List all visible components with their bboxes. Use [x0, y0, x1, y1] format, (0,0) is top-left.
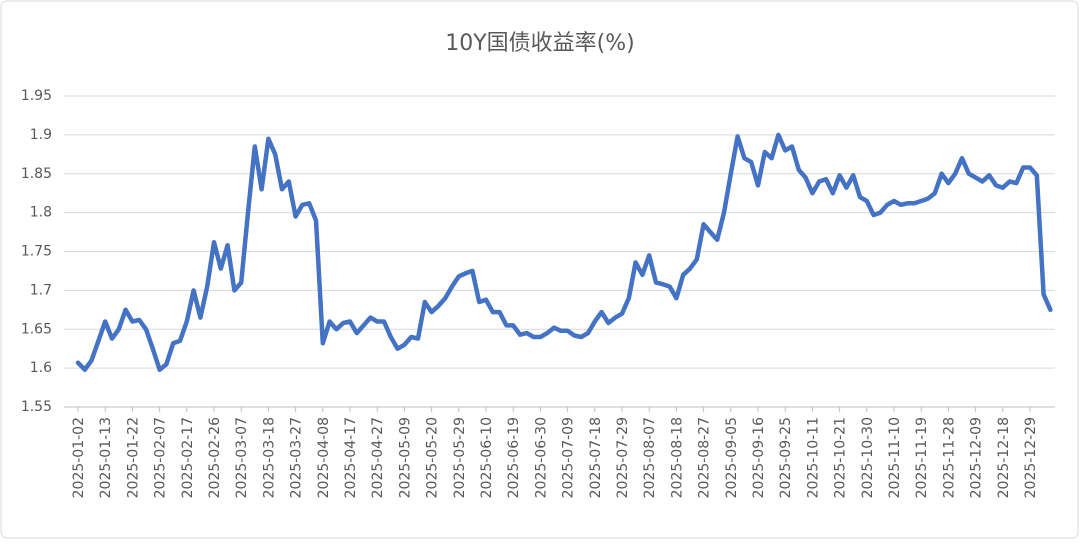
x-tick-label: 2025-10-11 — [805, 417, 821, 498]
x-tick-label: 2025-06-19 — [506, 417, 522, 498]
x-tick-label: 2025-06-30 — [533, 417, 549, 498]
x-tick-label: 2025-01-02 — [71, 417, 87, 498]
x-tick-label: 2025-05-20 — [425, 417, 441, 498]
x-tick-label: 2025-09-25 — [778, 417, 794, 498]
x-tick-label: 2025-07-18 — [588, 417, 604, 498]
x-tick-label: 2025-05-09 — [397, 417, 413, 498]
x-tick-label: 2025-08-07 — [642, 417, 658, 498]
y-tick-label: 1.6 — [30, 360, 52, 376]
x-tick-label: 2025-06-10 — [479, 417, 495, 498]
x-tick-label: 2025-04-27 — [370, 417, 386, 498]
x-tick-label: 2025-12-29 — [1023, 417, 1039, 498]
x-tick-label: 2025-12-09 — [969, 417, 985, 498]
x-tick-label: 2025-11-10 — [887, 417, 903, 498]
x-tick-label: 2025-12-18 — [996, 417, 1012, 498]
x-tick-label: 2025-01-13 — [98, 417, 114, 498]
chart-title: 10Y国债收益率(%) — [445, 31, 635, 56]
x-tick-label: 2025-07-29 — [615, 417, 631, 498]
y-tick-label: 1.7 — [30, 282, 52, 298]
x-tick-label: 2025-01-22 — [125, 417, 141, 498]
x-tick-label: 2025-03-27 — [289, 417, 305, 498]
x-tick-label: 2025-09-16 — [751, 417, 767, 498]
y-tick-label: 1.95 — [21, 88, 52, 104]
y-tick-label: 1.8 — [30, 205, 52, 221]
x-tick-label: 2025-11-19 — [914, 417, 930, 498]
x-tick-label: 2025-11-28 — [941, 417, 957, 498]
x-tick-label: 2025-03-18 — [261, 417, 277, 498]
x-tick-label: 2025-07-09 — [561, 417, 577, 498]
series-line — [75, 132, 1053, 372]
x-tick-label: 2025-02-07 — [153, 417, 169, 498]
x-tick-label: 2025-08-18 — [669, 417, 685, 498]
x-tick-label: 2025-04-08 — [316, 417, 332, 498]
y-tick-label: 1.65 — [21, 321, 52, 337]
y-tick-label: 1.55 — [21, 399, 52, 415]
x-tick-label: 2025-03-07 — [234, 417, 250, 498]
x-tick-label: 2025-05-29 — [452, 417, 468, 498]
y-tick-label: 1.85 — [21, 166, 52, 182]
y-tick-label: 1.9 — [30, 127, 52, 143]
x-tick-label: 2025-09-05 — [724, 417, 740, 498]
x-tick-label: 2025-02-17 — [180, 417, 196, 498]
x-tick-label: 2025-02-26 — [207, 417, 223, 498]
x-tick-label: 2025-10-30 — [860, 417, 876, 498]
x-tick-label: 2025-08-27 — [697, 417, 713, 498]
x-tick-label: 2025-10-21 — [833, 417, 849, 498]
x-tick-label: 2025-04-17 — [343, 417, 359, 498]
y-tick-label: 1.75 — [21, 244, 52, 260]
